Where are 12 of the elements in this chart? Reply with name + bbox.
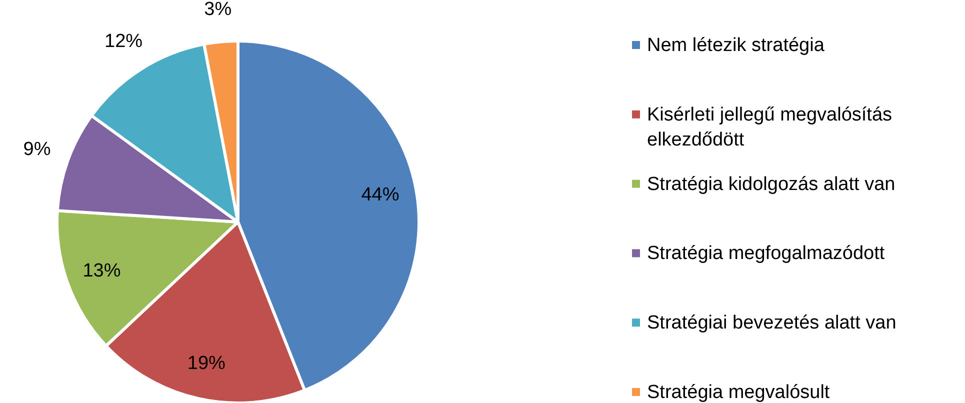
legend-label: Kisérleti jellegű megvalósítás elkezdődött: [647, 104, 892, 150]
data-label: 44%: [361, 184, 400, 206]
legend-label: Stratégiai bevezetés alatt van: [647, 312, 896, 334]
data-label: 13%: [82, 260, 121, 282]
data-label: 12%: [104, 31, 143, 52]
data-label: 9%: [23, 139, 51, 160]
legend-label: Stratégia megfogalmazódott: [647, 242, 886, 264]
data-label: 19%: [187, 352, 226, 374]
legend-label: Stratégia megvalósult: [647, 382, 830, 402]
legend-label: Stratégia kidolgozás alatt van: [647, 173, 896, 194]
data-label: 3%: [204, 0, 232, 20]
legend-label: Nem létezik stratégia: [647, 34, 825, 56]
